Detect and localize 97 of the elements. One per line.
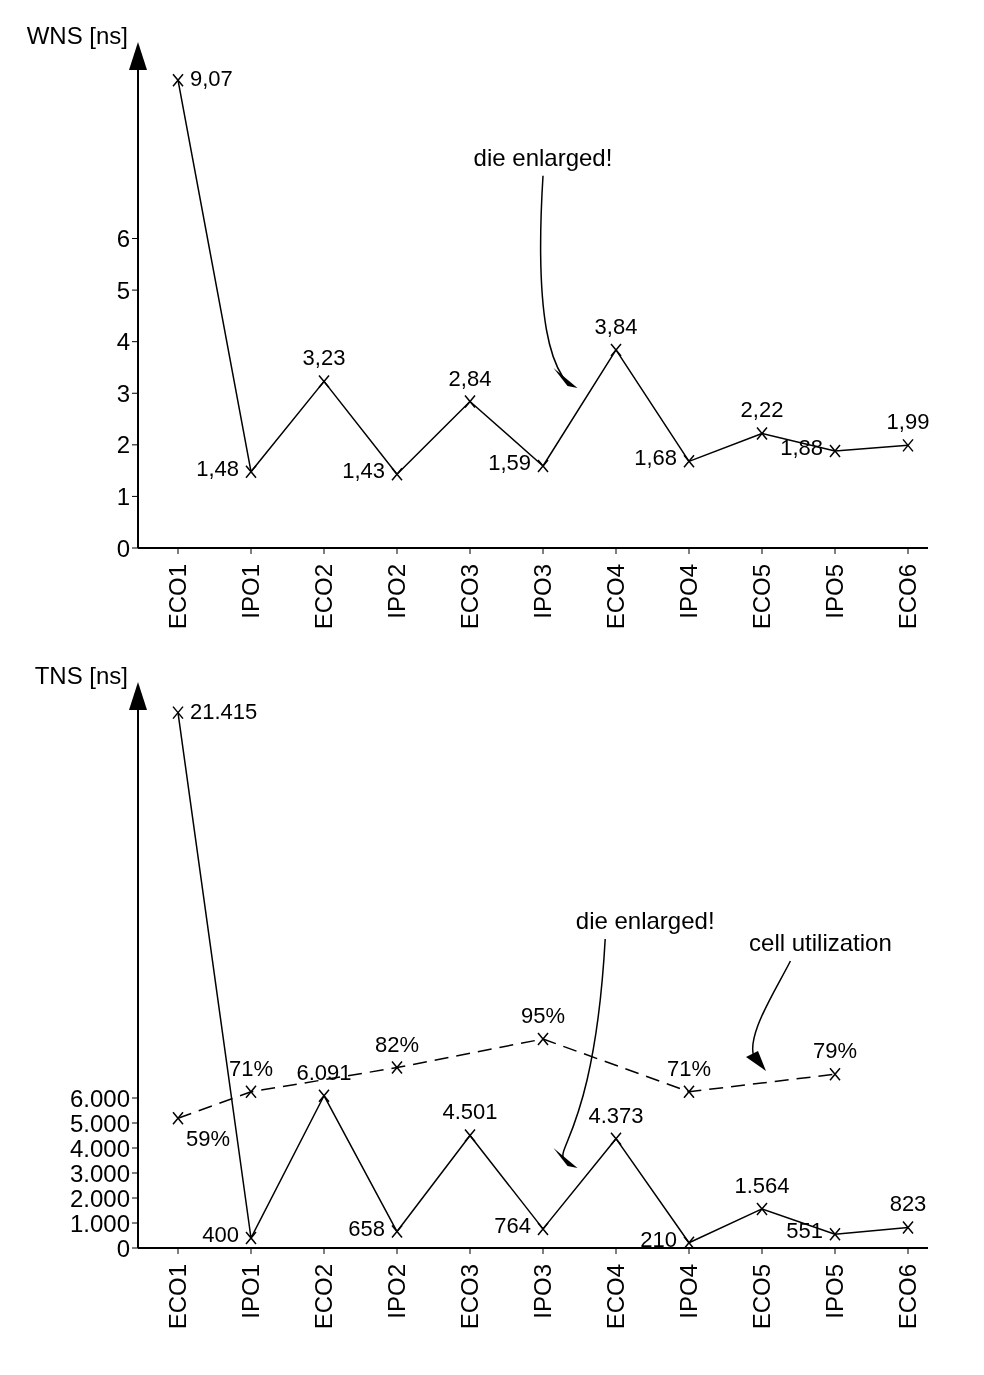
data-label: 79%: [812, 1038, 858, 1064]
data-label: 4.373: [588, 1102, 644, 1128]
x-tick-label: ECO3: [456, 564, 483, 630]
data-label: 658: [348, 1215, 385, 1241]
data-label: 2,22: [740, 397, 784, 423]
x-tick-label: ECO3: [456, 1264, 483, 1330]
data-label: 59%: [186, 1126, 231, 1152]
y-tick-label: 5: [116, 276, 130, 304]
point: [391, 467, 403, 481]
point: [829, 444, 841, 458]
x-tick-label: ECO2: [310, 1264, 337, 1330]
y-tick-label: 3.000: [69, 1159, 130, 1187]
data-label: 6.091: [296, 1059, 352, 1085]
data-label: 551: [786, 1218, 823, 1244]
data-label: 1,48: [196, 455, 239, 481]
point: [683, 1236, 695, 1248]
x-tick-label: ECO5: [748, 1264, 775, 1330]
x-tick-label: IPO2: [383, 1264, 410, 1319]
x-tick-label: ECO4: [602, 1264, 629, 1330]
y-axis-title: TNS [ns]: [34, 662, 128, 689]
x-tick-label: IPO2: [383, 564, 410, 619]
point: [683, 454, 695, 469]
annotation: die enlarged!: [473, 143, 613, 171]
x-tick-label: IPO3: [529, 1264, 556, 1319]
y-axis-title: WNS [ns]: [26, 22, 128, 49]
point: [610, 1131, 622, 1146]
point: [318, 1088, 330, 1103]
data-label: 4.501: [442, 1099, 498, 1125]
data-label: 3,84: [594, 313, 638, 339]
data-label: 210: [640, 1226, 677, 1252]
point: [318, 374, 330, 389]
data-label: 823: [889, 1191, 927, 1217]
y-tick-label: 0: [116, 534, 130, 562]
point: [829, 1227, 841, 1241]
point: [391, 1060, 403, 1075]
x-tick-label: ECO5: [748, 564, 775, 630]
data-label: 71%: [666, 1055, 712, 1081]
point: [172, 705, 184, 720]
point: [245, 1085, 257, 1099]
point: [610, 343, 622, 357]
data-label: 764: [494, 1212, 531, 1238]
y-tick-label: 0: [116, 1234, 130, 1262]
y-tick-label: 4: [116, 328, 130, 356]
x-tick-label: ECO1: [164, 564, 191, 630]
x-tick-label: ECO2: [310, 564, 337, 630]
point: [756, 1202, 768, 1216]
point: [172, 73, 184, 87]
point: [537, 459, 549, 473]
point: [683, 1085, 695, 1099]
data-label: 1,68: [634, 445, 677, 471]
x-tick-label: IPO1: [237, 1264, 264, 1319]
x-tick-label: IPO5: [821, 564, 848, 619]
y-tick-label: 5.000: [69, 1109, 130, 1137]
x-tick-label: IPO1: [237, 564, 264, 619]
x-tick-label: IPO5: [821, 1264, 848, 1319]
x-tick-label: ECO6: [894, 564, 921, 630]
point: [902, 438, 914, 453]
point: [756, 426, 768, 441]
data-label: 1,99: [886, 409, 930, 435]
data-label: 1,43: [342, 458, 385, 484]
data-label: 1.564: [734, 1172, 790, 1198]
point: [245, 464, 257, 479]
x-tick-label: ECO1: [164, 1264, 191, 1330]
point: [464, 1128, 476, 1143]
y-tick-label: 6: [116, 225, 130, 253]
data-label: 1,88: [780, 435, 823, 461]
point: [391, 1224, 403, 1239]
point: [537, 1032, 549, 1046]
data-label: 82%: [374, 1031, 420, 1057]
data-label: 1,59: [488, 449, 531, 475]
y-tick-label: 1: [116, 482, 130, 510]
x-tick-label: IPO4: [675, 564, 702, 619]
data-label: 400: [202, 1222, 239, 1247]
point: [902, 1220, 914, 1235]
y-tick-label: 3: [116, 379, 130, 407]
annotation: die enlarged!: [575, 907, 715, 934]
x-tick-label: ECO4: [602, 564, 629, 630]
x-tick-label: ECO6: [894, 1264, 921, 1330]
data-label: 9,07: [190, 66, 233, 92]
point: [464, 394, 476, 409]
x-tick-label: IPO3: [529, 564, 556, 619]
y-tick-label: 6.000: [69, 1084, 130, 1112]
point: [245, 1231, 257, 1245]
text: cell utilization: [749, 929, 892, 956]
x-tick-label: IPO4: [675, 1264, 702, 1319]
y-tick-label: 1.000: [69, 1209, 130, 1237]
data-label: 95%: [520, 1003, 566, 1028]
point: [537, 1222, 549, 1236]
data-label: 71%: [228, 1055, 274, 1081]
point: [829, 1067, 841, 1081]
data-label: 3,23: [302, 345, 346, 371]
data-label: 21.415: [190, 698, 258, 724]
y-tick-label: 2.000: [69, 1184, 130, 1212]
data-label: 2,84: [448, 365, 492, 391]
point: [172, 1111, 184, 1125]
y-tick-label: 4.000: [69, 1134, 130, 1162]
y-tick-label: 2: [116, 431, 130, 459]
